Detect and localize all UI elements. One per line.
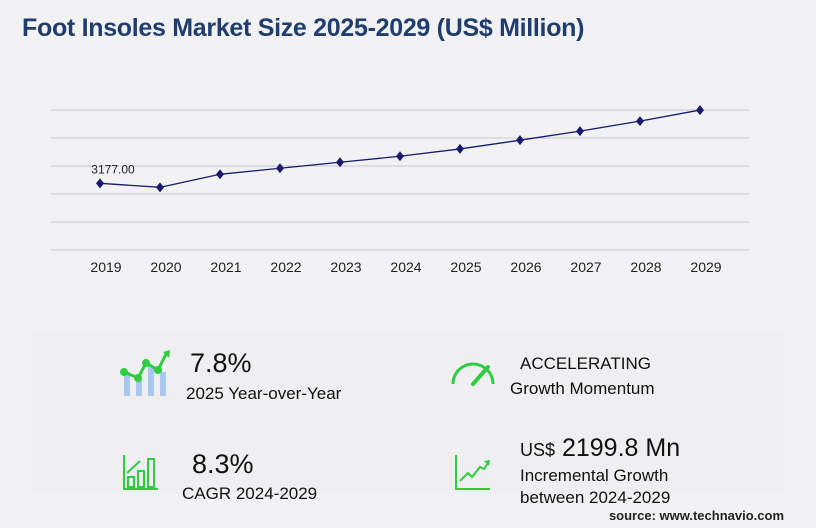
data-point	[396, 151, 404, 162]
x-tick-label: 2028	[630, 259, 661, 275]
series-line	[99, 109, 701, 188]
data-point	[696, 105, 704, 116]
source-text: source: www.technavio.com	[608, 508, 784, 523]
momentum-label: Growth Momentum	[510, 379, 655, 398]
x-tick-label: 2019	[90, 259, 121, 275]
incremental-label-1: Incremental Growth	[520, 466, 669, 485]
data-point	[636, 116, 644, 127]
data-point	[456, 143, 464, 154]
stats-panel	[32, 330, 784, 494]
x-tick-label: 2029	[690, 259, 721, 275]
data-point	[576, 126, 584, 137]
speedometer-icon	[451, 362, 495, 386]
data-point	[336, 157, 344, 168]
x-tick-label: 2027	[570, 259, 601, 275]
line-chart: 2019 3177.00 2020 2021 2022 2023 2024 2025 2026 2…	[50, 105, 750, 275]
x-tick-label: 2024	[390, 259, 421, 275]
data-point	[96, 178, 104, 189]
incremental-amount: 2199.8 Mn	[561, 434, 681, 462]
cagr-label: CAGR 2024-2029	[182, 484, 318, 503]
data-point	[156, 182, 164, 193]
data-point	[516, 135, 524, 146]
incremental-label-2: between 2024-2029	[520, 488, 671, 507]
x-tick-label: 2023	[330, 259, 361, 275]
yoy-value: 7.8%	[190, 348, 252, 378]
incremental-value: US$ 2199.8 Mn	[520, 434, 680, 463]
data-label: 3177.00	[91, 162, 135, 176]
growth-chart-icon	[120, 350, 170, 396]
x-tick-label: 2020	[150, 259, 181, 275]
trend-up-icon	[455, 455, 490, 490]
x-tick-label: 2026	[510, 259, 541, 275]
cagr-value: 8.3%	[192, 449, 254, 479]
chart-title: Foot Insoles Market Size 2025-2029 (US$ …	[22, 14, 585, 42]
data-point	[276, 163, 284, 174]
momentum-value: ACCELERATING	[520, 354, 651, 373]
currency-prefix: US$	[520, 440, 556, 460]
x-tick-label: 2021	[210, 259, 241, 275]
x-tick-label: 2022	[270, 259, 301, 275]
x-tick-label: 2025	[450, 259, 481, 275]
bar-growth-icon	[123, 455, 158, 490]
yoy-label: 2025 Year-over-Year	[186, 384, 342, 403]
data-point	[216, 169, 224, 180]
